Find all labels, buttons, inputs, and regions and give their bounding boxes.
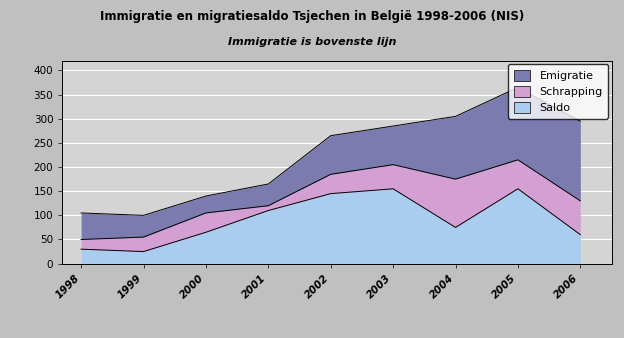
Text: Immigratie en migratiesaldo Tsjechen in België 1998-2006 (NIS): Immigratie en migratiesaldo Tsjechen in …	[100, 10, 524, 23]
Legend: Emigratie, Schrapping, Saldo: Emigratie, Schrapping, Saldo	[509, 64, 608, 119]
Text: Immigratie is bovenste lijn: Immigratie is bovenste lijn	[228, 37, 396, 47]
